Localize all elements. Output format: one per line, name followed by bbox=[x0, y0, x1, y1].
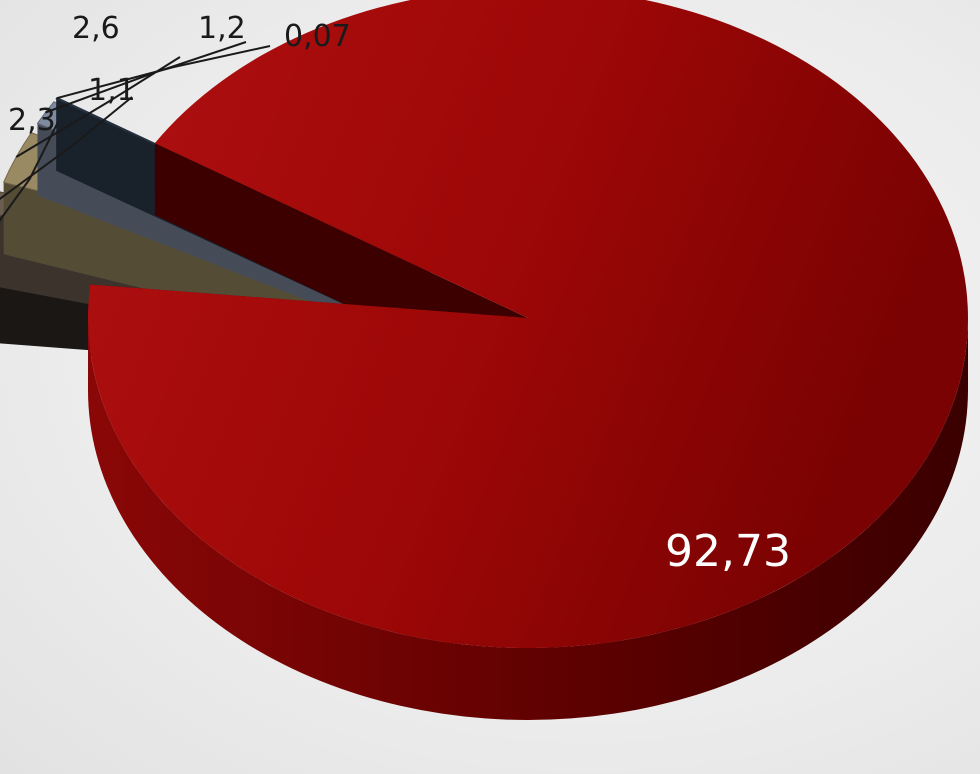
pie-slice-top bbox=[88, 0, 968, 649]
data-label: 0,07 bbox=[284, 19, 351, 54]
pie-slice-main bbox=[88, 0, 968, 720]
data-label: 1,2 bbox=[198, 11, 246, 46]
leader-line bbox=[0, 96, 133, 201]
pie-slice-side bbox=[88, 318, 968, 720]
data-label: 92,73 bbox=[665, 526, 791, 577]
leader-line bbox=[0, 121, 59, 222]
data-label: 2,6 bbox=[72, 11, 120, 46]
leader-line bbox=[56, 45, 271, 100]
data-label: 2,3 bbox=[8, 103, 56, 138]
